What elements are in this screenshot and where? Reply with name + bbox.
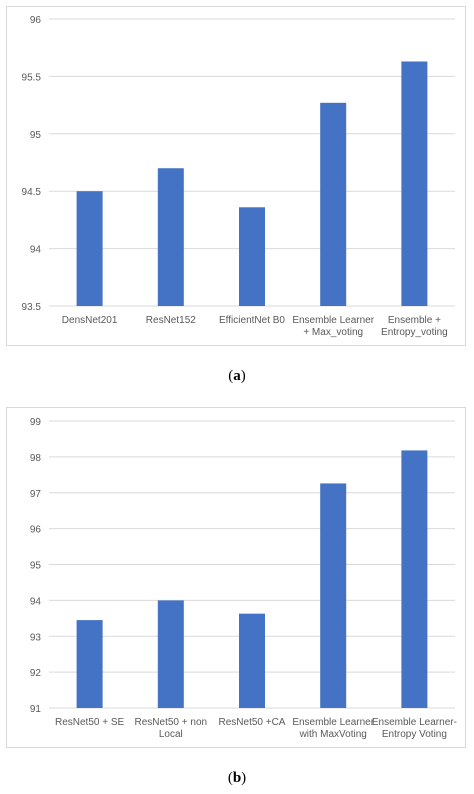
y-tick-label-b-3: 94 bbox=[30, 596, 42, 607]
bar-a-2 bbox=[239, 207, 265, 306]
x-category-label-a-2: EfficientNet B0 bbox=[219, 315, 285, 326]
x-category-label-b-0-line-0: ResNet50 + SE bbox=[55, 717, 125, 728]
bar-a-4 bbox=[401, 61, 428, 307]
x-category-label-a-3: Ensemble Learner+ Max_voting bbox=[292, 315, 374, 338]
x-category-label-a-3-line-1: + Max_voting bbox=[303, 327, 363, 338]
y-tick-label-b-7: 98 bbox=[30, 453, 42, 464]
bar-b-3 bbox=[320, 483, 347, 708]
y-tick-label-b-8: 99 bbox=[30, 417, 42, 428]
caption-a: (a) bbox=[0, 368, 474, 385]
x-category-label-a-1: ResNet152 bbox=[146, 315, 196, 326]
x-category-label-b-4-line-0: Ensemble Learner- bbox=[372, 717, 457, 728]
y-tick-label-a-1: 94 bbox=[30, 245, 42, 256]
x-category-label-a-4: Ensemble +Entropy_voting bbox=[381, 315, 448, 338]
caption-a-open: ( bbox=[228, 368, 234, 384]
x-category-label-a-1-line-0: ResNet152 bbox=[146, 315, 196, 326]
caption-b: (b) bbox=[0, 770, 474, 787]
x-category-label-b-1-line-1: Local bbox=[159, 729, 183, 740]
y-tick-label-b-5: 96 bbox=[30, 525, 42, 536]
bar-a-1 bbox=[157, 168, 184, 306]
chart-panel-a: 93.5 94 94.5 95 95.5 96 DensNet201 ResNet152 Eff… bbox=[6, 6, 466, 346]
caption-b-open: ( bbox=[227, 770, 233, 786]
x-category-label-b-2-line-0: ResNet50 +CA bbox=[219, 717, 286, 728]
bar-b-2 bbox=[239, 613, 265, 708]
y-tick-label-b-6: 97 bbox=[30, 489, 42, 500]
x-category-label-a-0-line-0: DensNet201 bbox=[62, 315, 118, 326]
y-tick-label-b-2: 93 bbox=[30, 632, 42, 643]
x-category-label-b-3-line-0: Ensemble Learner bbox=[292, 717, 374, 728]
x-category-label-a-2-line-0: EfficientNet B0 bbox=[219, 315, 285, 326]
bar-b-0 bbox=[76, 620, 103, 708]
x-category-label-a-4-line-0: Ensemble + bbox=[388, 315, 441, 326]
x-category-label-b-3-line-1: with MaxVoting bbox=[299, 729, 367, 740]
x-category-label-a-4-line-1: Entropy_voting bbox=[381, 327, 448, 338]
y-tick-label-a-5: 96 bbox=[30, 15, 42, 26]
x-category-label-a-0: DensNet201 bbox=[62, 315, 118, 326]
bar-b-4 bbox=[401, 450, 428, 708]
y-tick-label-b-4: 95 bbox=[30, 561, 42, 572]
caption-b-close: ) bbox=[241, 770, 247, 786]
bar-b-1 bbox=[157, 600, 184, 708]
y-tick-label-a-0: 93.5 bbox=[22, 302, 42, 313]
x-category-label-b-2: ResNet50 +CA bbox=[219, 717, 286, 728]
bar-a-0 bbox=[76, 191, 103, 306]
y-tick-label-b-0: 91 bbox=[30, 704, 42, 715]
y-tick-label-a-4: 95.5 bbox=[22, 72, 42, 83]
chart-panel-b: 91 92 93 94 95 96 97 98 99 ResNet50 + SE ResNet50 … bbox=[6, 407, 466, 748]
y-tick-label-b-1: 92 bbox=[30, 668, 42, 679]
y-tick-label-a-3: 95 bbox=[30, 130, 42, 141]
bar-chart-a: 93.5 94 94.5 95 95.5 96 DensNet201 ResNet152 Eff… bbox=[22, 15, 455, 338]
x-category-label-b-4-line-1: Entropy Voting bbox=[382, 729, 447, 740]
x-category-label-a-3-line-0: Ensemble Learner bbox=[292, 315, 374, 326]
caption-a-letter: a bbox=[233, 368, 241, 384]
caption-a-close: ) bbox=[240, 368, 246, 384]
caption-b-letter: b bbox=[232, 770, 242, 786]
bar-chart-b: 91 92 93 94 95 96 97 98 99 ResNet50 + SE ResNet50 … bbox=[30, 417, 457, 740]
y-tick-label-a-2: 94.5 bbox=[22, 187, 42, 198]
x-category-label-b-4: Ensemble Learner-Entropy Voting bbox=[372, 717, 457, 740]
x-category-label-b-1-line-0: ResNet50 + non bbox=[135, 717, 208, 728]
x-category-label-b-0: ResNet50 + SE bbox=[55, 717, 125, 728]
bar-a-3 bbox=[320, 102, 347, 306]
